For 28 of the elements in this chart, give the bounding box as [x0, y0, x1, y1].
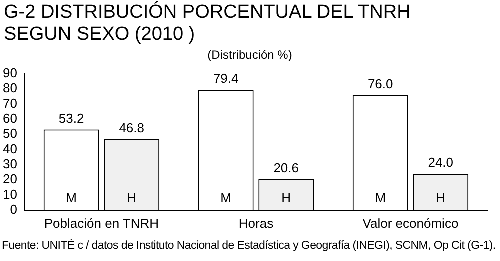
y-tick-label: 50 [2, 126, 18, 142]
data-label: 46.8 [119, 120, 145, 136]
text: H [436, 190, 446, 206]
text: H [282, 190, 292, 206]
chart-title: G-2 DISTRIBUCIÓN PORCENTUAL DEL TNRH SEGUN SEXO (2010 ) [4, 2, 412, 46]
y-tick-label: 40 [2, 141, 18, 156]
x-tick-label: Valor económico [362, 216, 459, 231]
source-note: Fuente: UNITÉ c / datos de Instituto Nacional de Estadística y Geografía (INEGI), SCNM, Op Cit (G-1). [2, 240, 497, 252]
x-tick-label: Población en TNRH [44, 216, 160, 231]
y-tick-label: 90 [2, 66, 18, 81]
data-label: 53.2 [58, 110, 84, 126]
series-label: H [127, 190, 137, 206]
data-label: 24.0 [428, 155, 454, 170]
series-label: M [66, 190, 78, 206]
y-tick-label: 30 [2, 156, 18, 172]
y-tick-label: 0 [10, 202, 18, 217]
text: M [375, 190, 386, 206]
data-label: 20.6 [274, 160, 300, 176]
text: M [220, 190, 232, 206]
data-label: 79.4 [213, 71, 239, 86]
y-tick-label: 10 [2, 186, 18, 202]
y-tick-label: 70 [2, 96, 18, 111]
y-tick-label: 60 [2, 111, 18, 126]
x-tick-label: Horas [238, 216, 274, 231]
chart-subtitle: (Distribución %) [206, 48, 294, 62]
y-tick-label: 80 [2, 80, 18, 96]
data-label: 76.0 [368, 76, 394, 92]
y-tick-label: 20 [2, 172, 18, 187]
